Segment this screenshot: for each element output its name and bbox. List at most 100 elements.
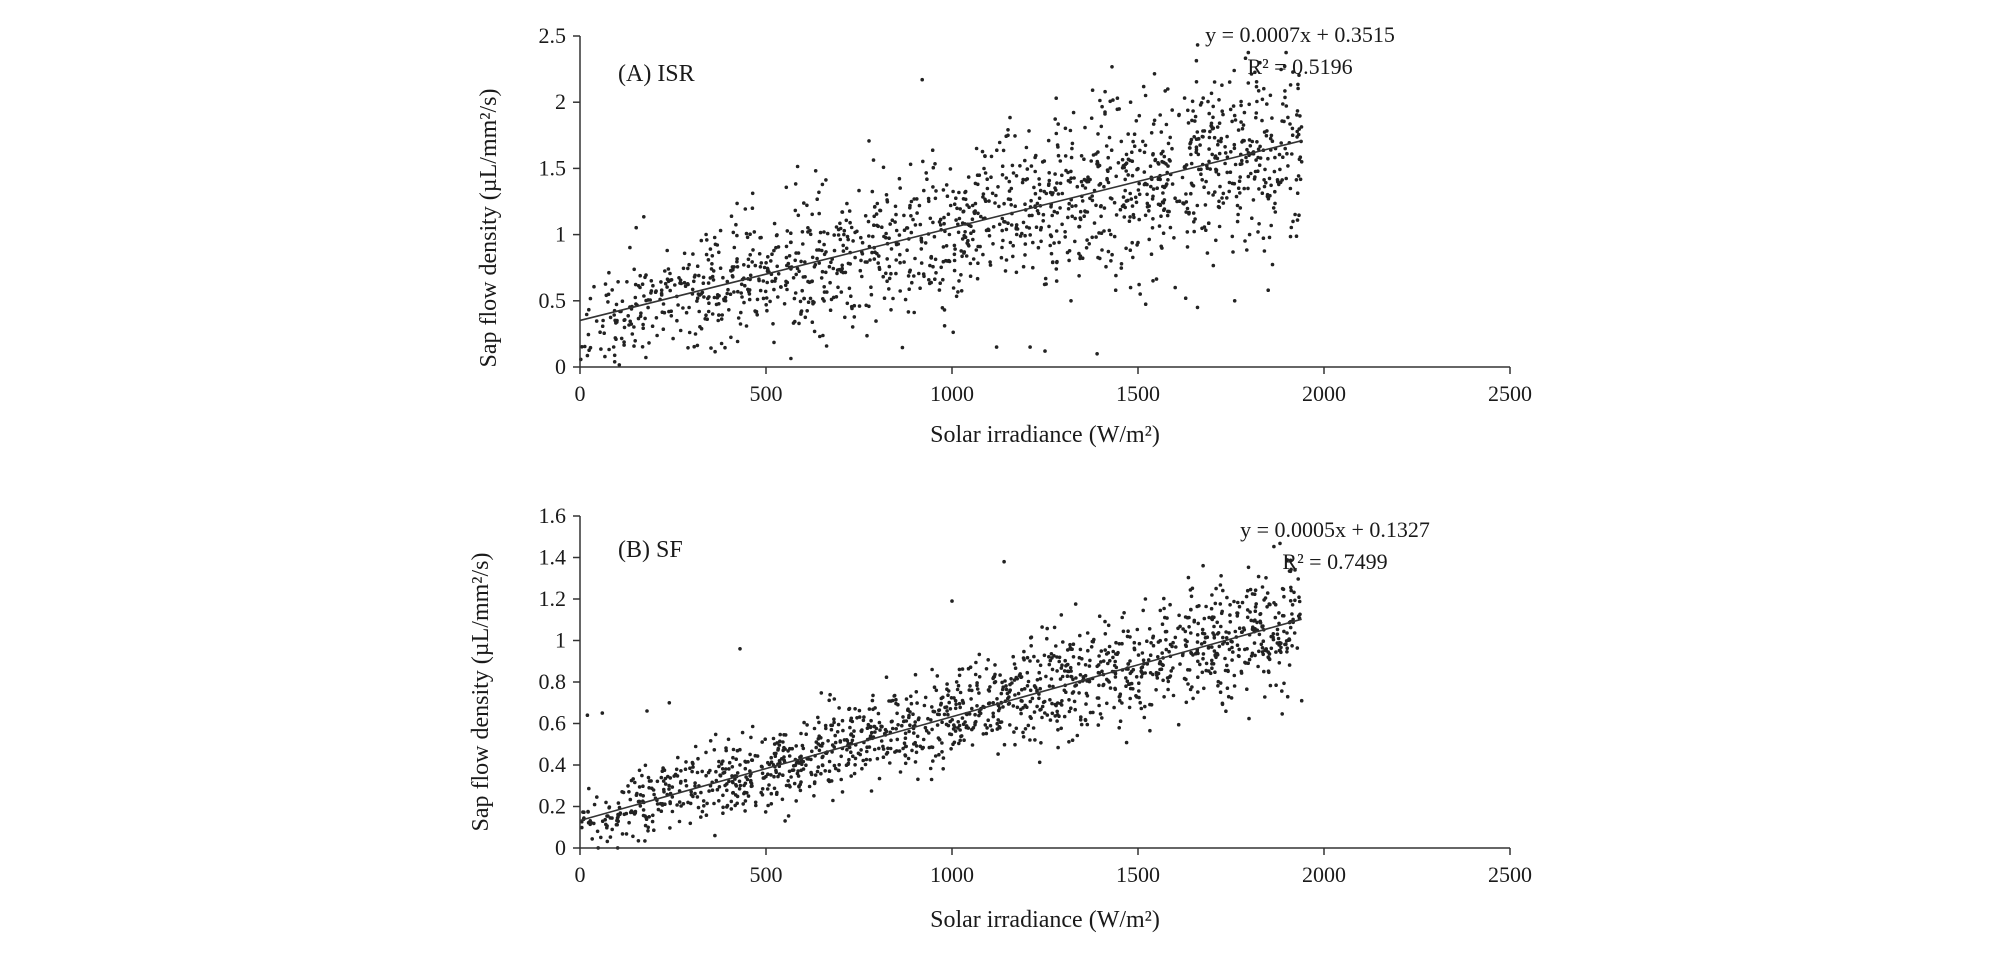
data-point [798, 299, 803, 304]
data-point [817, 239, 822, 244]
data-point [1220, 83, 1224, 87]
data-point [1285, 631, 1289, 635]
data-point [902, 741, 907, 745]
data-point [635, 791, 639, 796]
data-point [843, 315, 847, 320]
data-point [1228, 603, 1232, 607]
data-point [1106, 651, 1111, 655]
data-point [847, 286, 852, 291]
data-point [900, 345, 905, 350]
data-point [1021, 177, 1025, 182]
data-point [845, 234, 850, 239]
data-point [665, 285, 669, 289]
data-point [655, 779, 660, 784]
data-point [1213, 601, 1218, 606]
data-point [1079, 179, 1084, 184]
data-point [1186, 575, 1191, 580]
data-point [773, 279, 777, 283]
data-point [806, 300, 811, 305]
data-point [1165, 616, 1169, 620]
data-point [867, 707, 872, 711]
data-point [702, 804, 706, 808]
data-point [749, 784, 754, 789]
data-point [1235, 611, 1240, 615]
data-point [839, 290, 844, 294]
data-point [714, 769, 718, 774]
data-point [952, 723, 956, 727]
data-point [1219, 139, 1223, 144]
data-point [1199, 172, 1203, 176]
data-point [973, 720, 977, 725]
data-point [1025, 177, 1030, 181]
data-point [966, 175, 971, 179]
data-point [947, 258, 951, 263]
data-point [1204, 604, 1208, 609]
data-point [1097, 703, 1101, 708]
data-point [1161, 201, 1166, 205]
data-point [1102, 184, 1106, 189]
data-point [789, 356, 793, 361]
data-point [918, 222, 923, 227]
data-point [738, 747, 742, 752]
data-point [1073, 216, 1077, 221]
data-point [868, 734, 873, 738]
data-point [836, 722, 841, 727]
data-point [1014, 232, 1019, 237]
data-point [1189, 152, 1193, 157]
data-point [838, 740, 843, 744]
data-point [1150, 226, 1155, 230]
data-point [1151, 643, 1156, 648]
data-point [1004, 258, 1009, 262]
data-point [627, 790, 631, 794]
data-point [708, 739, 713, 743]
data-point [832, 720, 836, 725]
data-point [802, 720, 806, 725]
data-point [739, 291, 743, 295]
data-point [1221, 201, 1226, 205]
data-point [887, 236, 891, 240]
data-point [860, 728, 864, 732]
data-point [1169, 669, 1173, 673]
data-point [589, 821, 594, 825]
data-point [878, 208, 883, 213]
data-point [1225, 641, 1230, 646]
data-point [653, 290, 658, 295]
data-point [1295, 129, 1299, 134]
data-point [1217, 151, 1222, 156]
data-point [1167, 649, 1171, 654]
data-point [845, 747, 849, 752]
data-point [1281, 155, 1285, 159]
data-point [1060, 173, 1064, 178]
data-point [961, 209, 965, 214]
data-point [1275, 178, 1280, 182]
data-point [912, 731, 916, 735]
data-point [1054, 229, 1059, 233]
data-point [884, 271, 888, 276]
data-point [1027, 129, 1031, 133]
data-point [848, 262, 852, 266]
data-point [1237, 626, 1242, 630]
data-point [637, 785, 642, 789]
data-point [1210, 126, 1215, 131]
data-point [1004, 684, 1008, 688]
data-point [670, 785, 675, 789]
data-point [944, 258, 948, 263]
data-point [660, 769, 665, 773]
data-point [682, 280, 687, 285]
data-point [750, 191, 755, 196]
data-point [1230, 119, 1234, 124]
data-point [717, 759, 721, 764]
data-point [1141, 139, 1145, 144]
data-point [1054, 644, 1058, 648]
data-point [1159, 151, 1164, 156]
data-point [919, 240, 924, 244]
data-point [1247, 716, 1251, 721]
data-point [723, 345, 727, 350]
data-point [1272, 601, 1276, 605]
trendline-b [579, 618, 1302, 822]
data-point [1215, 125, 1220, 129]
data-point [1192, 220, 1196, 224]
data-point [958, 705, 962, 710]
data-point [1202, 640, 1207, 645]
data-point [876, 711, 881, 716]
